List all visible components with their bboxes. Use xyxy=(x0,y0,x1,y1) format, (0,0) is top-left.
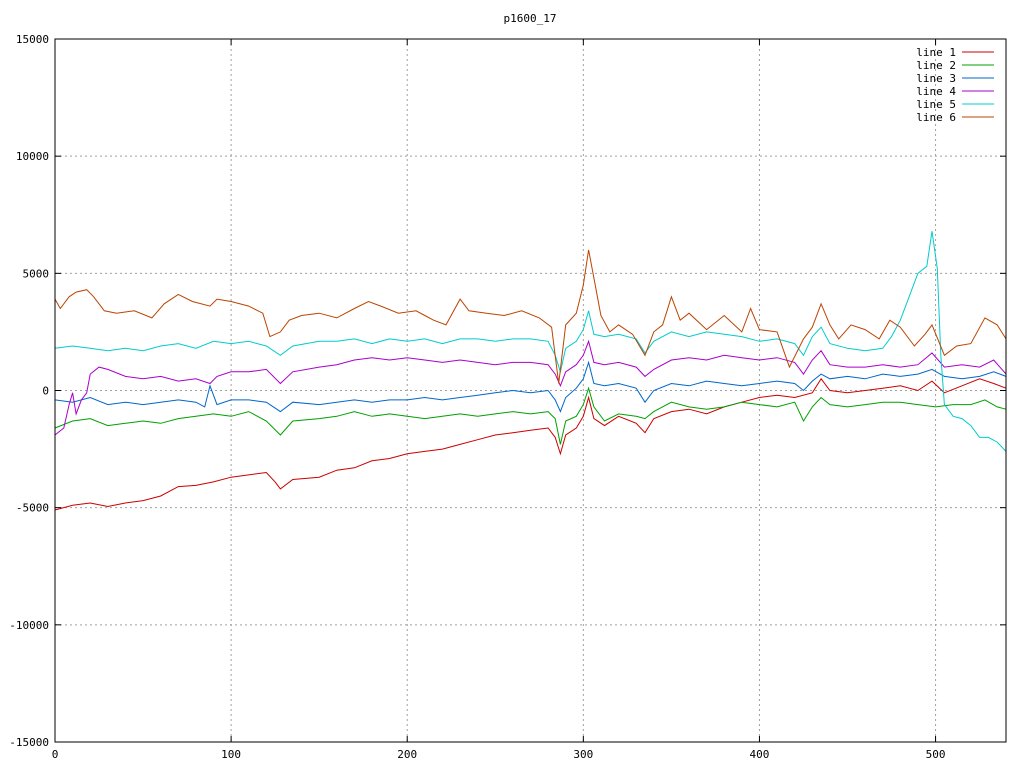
series-group xyxy=(54,231,1007,511)
legend-label: line 3 xyxy=(916,72,956,85)
x-tick-label: 300 xyxy=(573,748,593,761)
grid xyxy=(55,39,1006,742)
series-line-4 xyxy=(54,339,1007,436)
y-tick-label: -10000 xyxy=(9,619,49,632)
chart-title: p1600_17 xyxy=(504,12,557,25)
legend-label: line 4 xyxy=(916,85,956,98)
x-tick-label: 400 xyxy=(750,748,770,761)
axis-ticks: -15000 -10000 -5000 0 5000 10000 15000 0 100 200 3… xyxy=(9,33,1006,761)
y-tick-label: 15000 xyxy=(16,33,49,46)
x-tick-label: 500 xyxy=(926,748,946,761)
legend-label: line 1 xyxy=(916,46,956,59)
x-tick-label: 100 xyxy=(221,748,241,761)
series-line-1 xyxy=(54,377,1007,511)
legend-label: line 5 xyxy=(916,98,956,111)
legend-label: line 6 xyxy=(916,111,956,124)
y-tick-label: -5000 xyxy=(16,502,49,515)
x-tick-label: 200 xyxy=(397,748,417,761)
y-tick-label: -15000 xyxy=(9,736,49,749)
series-line-2 xyxy=(54,386,1007,445)
y-tick-label: 0 xyxy=(42,385,49,398)
y-tick-label: 5000 xyxy=(23,267,50,280)
y-tick-label: 10000 xyxy=(16,150,49,163)
series-line-3 xyxy=(54,360,1007,413)
x-tick-label: 0 xyxy=(52,748,59,761)
series-line-5 xyxy=(54,231,1007,452)
series-line-6 xyxy=(54,249,1007,384)
legend-label: line 2 xyxy=(916,59,956,72)
